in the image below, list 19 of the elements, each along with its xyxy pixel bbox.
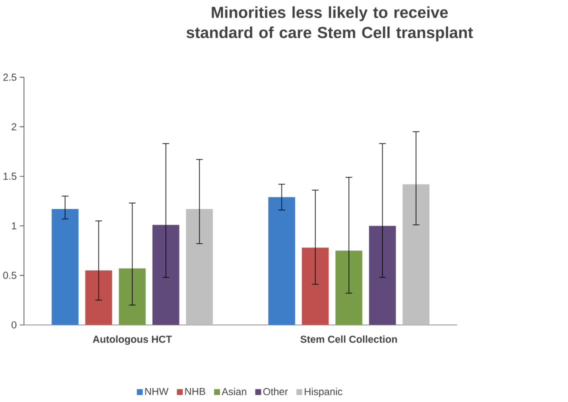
bar: [402, 184, 430, 325]
legend-label: NHB: [185, 388, 206, 395]
x-tick-label: Stem Cell Collection: [300, 335, 397, 343]
bar: [268, 197, 296, 325]
legend-label: Other: [263, 388, 288, 396]
legend-label: Asian: [222, 388, 246, 396]
bar: [52, 208, 79, 325]
bar: [186, 208, 213, 325]
y-tick-label: 1.5: [4, 172, 16, 180]
y-tick-label: 0: [12, 321, 16, 328]
y-tick-label: 1: [12, 222, 16, 230]
y-tick-label: 2.5: [3, 74, 16, 81]
legend-label: Hispanic: [304, 388, 342, 398]
y-tick-label: 0.5: [3, 272, 16, 279]
x-tick-label: Autologous HCT: [92, 335, 172, 345]
y-tick-label: 2: [12, 123, 16, 130]
legend-label: NHW: [145, 388, 168, 395]
chart-title: Minorities less likely to receive standard of care Stem Cell transplant: [186, 6, 473, 42]
bar: [302, 248, 329, 325]
